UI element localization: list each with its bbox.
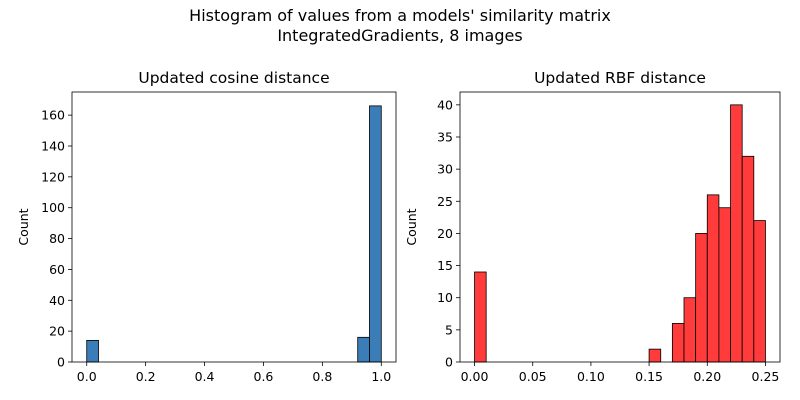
y-tick-label: 140	[41, 139, 65, 154]
y-tick-label: 60	[49, 262, 65, 277]
y-tick-label: 20	[437, 226, 453, 241]
y-tick-label: 40	[49, 293, 65, 308]
y-tick-label: 100	[41, 200, 65, 215]
y-axis-label: Count	[16, 208, 31, 245]
x-tick-label: 0.25	[752, 369, 780, 384]
y-tick-label: 25	[437, 194, 453, 209]
histogram-bar	[741, 155, 755, 363]
y-tick-label: 35	[437, 130, 453, 145]
y-tick-label: 20	[49, 324, 65, 339]
y-tick-label: 0	[57, 355, 65, 370]
x-tick-label: 0.4	[195, 369, 215, 384]
y-tick-label: 80	[49, 231, 65, 246]
x-tick-label: 0.20	[693, 369, 721, 384]
histogram-bar	[357, 336, 370, 363]
y-tick-label: 30	[437, 162, 453, 177]
figure-title: Histogram of values from a models' simil…	[0, 6, 800, 46]
y-tick-label: 5	[445, 322, 453, 337]
plot-frame	[459, 91, 781, 363]
x-tick-label: 0.2	[136, 369, 156, 384]
y-tick-label: 0	[445, 355, 453, 370]
histogram-bar	[369, 105, 382, 363]
chart-panel-2: 0.00 0.05 0.10 0.15 0.20 0.25 0 5 10 15 20 25 30 35 40…	[404, 69, 781, 384]
histogram-bar	[695, 233, 708, 363]
histogram-bar	[671, 323, 685, 363]
y-tick-label: 120	[41, 169, 65, 184]
x-tick-label: 0.6	[254, 369, 274, 384]
y-tick-label: 15	[437, 258, 453, 273]
histogram-bar	[474, 271, 487, 363]
x-tick-label: 0.0	[77, 369, 97, 384]
panel-title: Updated RBF distance	[534, 69, 706, 87]
figure-title-line-2: IntegratedGradients, 8 images	[277, 26, 523, 45]
histogram-bar	[718, 207, 731, 363]
histogram-bar	[86, 339, 99, 363]
histogram-bar	[706, 194, 720, 363]
y-tick-label: 40	[437, 97, 453, 112]
panel-title: Updated cosine distance	[138, 69, 329, 87]
x-tick-label: 1.0	[371, 369, 391, 384]
x-tick-label: 0.15	[635, 369, 663, 384]
x-tick-label: 0.05	[519, 369, 547, 384]
y-tick-label: 160	[41, 108, 65, 123]
y-axis-label: Count	[404, 208, 419, 245]
histogram-bar	[648, 348, 662, 363]
chart-panel-1: 0.0 0.2 0.4 0.6 0.8 1.0 0 20 40 60 80 100 120 140 160 U…	[16, 69, 397, 384]
histogram-bar	[730, 104, 743, 363]
y-tick-label: 10	[437, 290, 453, 305]
x-tick-label: 0.10	[577, 369, 605, 384]
figure-title-line-1: Histogram of values from a models' simil…	[189, 6, 611, 25]
x-tick-label: 0.8	[312, 369, 332, 384]
plot-frame	[71, 91, 397, 363]
histogram-bar	[753, 220, 766, 363]
histogram-bar	[683, 297, 697, 363]
x-tick-label: 0.00	[461, 369, 489, 384]
